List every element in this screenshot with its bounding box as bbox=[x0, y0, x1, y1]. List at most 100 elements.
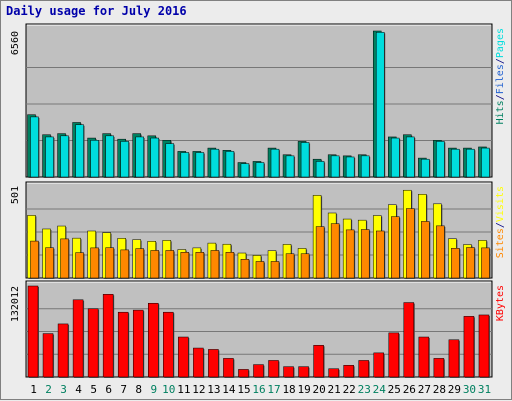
kbytes-bar-15 bbox=[238, 369, 249, 378]
files-bar-18 bbox=[285, 155, 295, 178]
files-bar-28 bbox=[436, 141, 445, 178]
sites-bar-30 bbox=[466, 247, 475, 279]
sites-bar-4 bbox=[75, 252, 84, 279]
kbytes-bar-16 bbox=[253, 364, 264, 378]
kbytes-bar-31 bbox=[478, 314, 490, 378]
day-label-14: 14 bbox=[222, 383, 236, 396]
kbytes-bar-2 bbox=[42, 333, 54, 378]
files-bar-3 bbox=[60, 135, 69, 178]
hits-max-label: 6560 bbox=[10, 31, 21, 55]
kbytes-legend: KBytes bbox=[495, 285, 506, 321]
day-label-18: 18 bbox=[282, 383, 295, 396]
kbytes-bar-20 bbox=[313, 345, 324, 378]
sites-bar-17 bbox=[270, 261, 280, 279]
day-label-31: 31 bbox=[478, 383, 491, 396]
files-bar-23 bbox=[360, 155, 370, 178]
sites-bar-31 bbox=[481, 247, 490, 279]
sites-bar-13 bbox=[210, 250, 220, 279]
day-label-5: 5 bbox=[90, 383, 97, 396]
hits-legend-item-3: Files bbox=[495, 64, 506, 94]
sites-bar-22 bbox=[345, 229, 355, 279]
kbytes-bar-26 bbox=[403, 302, 415, 378]
sites-bar-6 bbox=[105, 247, 114, 279]
sites-bar-19 bbox=[300, 253, 310, 279]
sites-bar-21 bbox=[330, 223, 340, 279]
day-label-24: 24 bbox=[373, 383, 387, 396]
sites-bar-7 bbox=[120, 249, 129, 279]
kbytes-bar-25 bbox=[388, 332, 400, 378]
kbytes-bar-19 bbox=[298, 366, 309, 378]
files-bar-11 bbox=[180, 152, 190, 178]
files-bar-10 bbox=[165, 143, 175, 178]
kbytes-bar-6 bbox=[102, 294, 114, 378]
kbytes-bar-17 bbox=[268, 360, 279, 378]
files-bar-17 bbox=[270, 148, 280, 178]
day-label-11: 11 bbox=[177, 383, 190, 396]
day-label-29: 29 bbox=[448, 383, 461, 396]
files-bar-13 bbox=[210, 148, 220, 178]
sites-bar-1 bbox=[30, 240, 39, 279]
sites-bar-25 bbox=[391, 216, 400, 279]
sites-bar-20 bbox=[315, 226, 325, 279]
kbytes-bar-4 bbox=[72, 299, 84, 378]
kbytes-bar-13 bbox=[208, 349, 219, 378]
files-bar-29 bbox=[451, 148, 460, 178]
day-label-3: 3 bbox=[60, 383, 67, 396]
kbytes-bar-18 bbox=[283, 366, 294, 378]
kbytes-bar-8 bbox=[132, 309, 144, 378]
files-bar-15 bbox=[240, 163, 250, 178]
files-bar-31 bbox=[481, 147, 490, 178]
files-bar-5 bbox=[90, 140, 99, 178]
sites-bar-16 bbox=[255, 261, 265, 279]
kbytes-bar-28 bbox=[433, 358, 445, 378]
kbytes-bar-10 bbox=[163, 311, 174, 378]
day-label-23: 23 bbox=[358, 383, 371, 396]
sites-bar-18 bbox=[285, 253, 295, 279]
files-bar-25 bbox=[391, 137, 400, 178]
sites-bar-14 bbox=[225, 252, 235, 279]
kbytes-bar-1 bbox=[27, 285, 39, 378]
day-label-7: 7 bbox=[120, 383, 127, 396]
visits-legend-item-3: Sites bbox=[495, 228, 506, 258]
kbytes-bar-12 bbox=[193, 347, 204, 378]
hits-legend-item-5: Hits bbox=[495, 100, 506, 124]
kbytes-bar-21 bbox=[328, 368, 339, 378]
visits-legend-item-2: / bbox=[495, 222, 506, 228]
day-label-1: 1 bbox=[30, 383, 37, 396]
kbytes-bar-22 bbox=[343, 365, 354, 378]
day-label-21: 21 bbox=[328, 383, 341, 396]
day-label-20: 20 bbox=[313, 383, 326, 396]
sites-bar-2 bbox=[45, 247, 54, 279]
kbytes-bar-5 bbox=[87, 308, 99, 378]
kbytes-bar-9 bbox=[148, 302, 159, 378]
kbytes-bar-3 bbox=[57, 323, 69, 378]
files-bar-1 bbox=[30, 116, 39, 178]
kbytes-bar-14 bbox=[223, 358, 234, 378]
files-bar-20 bbox=[315, 161, 325, 178]
day-label-6: 6 bbox=[105, 383, 112, 396]
sites-bar-12 bbox=[195, 252, 205, 279]
kbytes-bar-11 bbox=[178, 336, 189, 378]
files-bar-8 bbox=[135, 136, 144, 178]
files-bar-26 bbox=[406, 136, 415, 178]
day-label-4: 4 bbox=[75, 383, 82, 396]
files-bar-2 bbox=[45, 136, 54, 178]
kbytes-bar-7 bbox=[117, 311, 129, 378]
kbytes-bar-24 bbox=[373, 352, 384, 378]
files-bar-22 bbox=[345, 156, 355, 178]
kbytes-bar-29 bbox=[448, 339, 460, 378]
sites-bar-3 bbox=[60, 238, 69, 279]
day-label-25: 25 bbox=[388, 383, 401, 396]
kbytes-legend-item-1: KBytes bbox=[495, 285, 506, 321]
files-bar-19 bbox=[300, 142, 310, 178]
day-label-8: 8 bbox=[135, 383, 142, 396]
files-bar-4 bbox=[75, 124, 84, 178]
hits-legend-item-1: Pages bbox=[495, 28, 506, 58]
files-bar-6 bbox=[105, 135, 114, 178]
day-label-17: 17 bbox=[267, 383, 280, 396]
sites-bar-11 bbox=[180, 252, 190, 279]
kbytes-bar-30 bbox=[463, 316, 475, 378]
day-label-22: 22 bbox=[343, 383, 356, 396]
